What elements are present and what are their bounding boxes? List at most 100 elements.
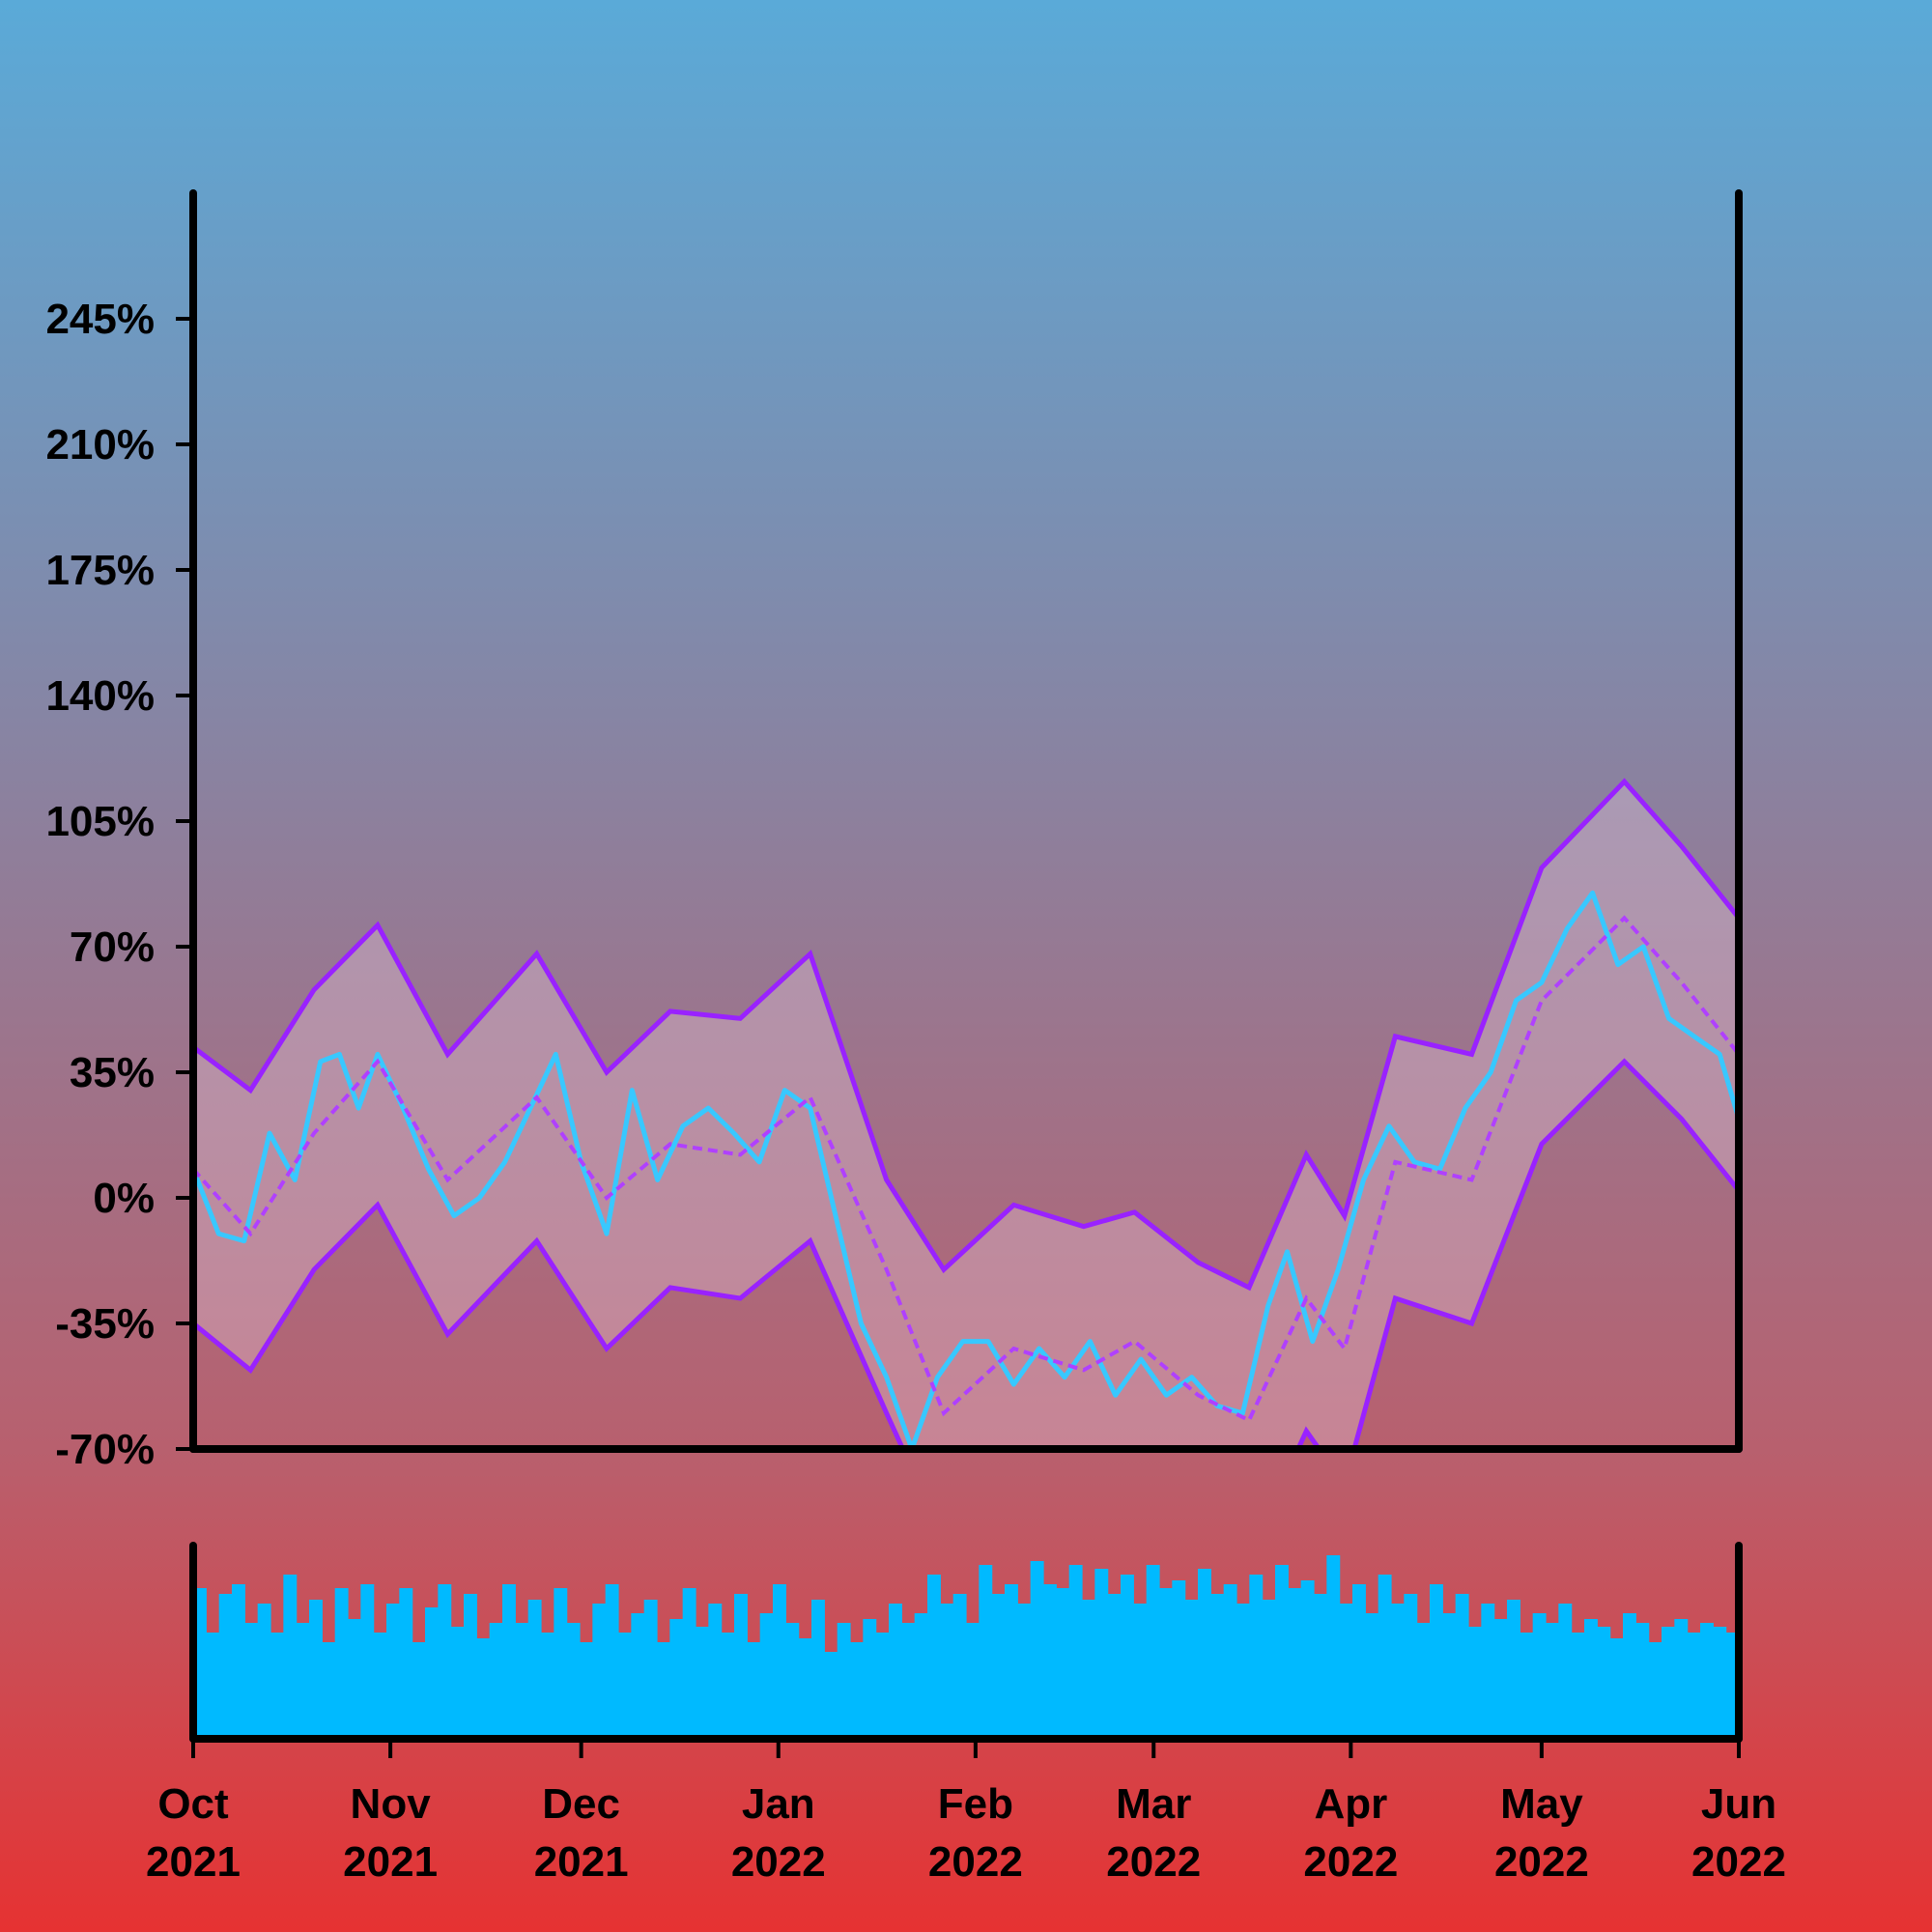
- volume-bar: [425, 1607, 439, 1739]
- y-tick-label: 175%: [45, 547, 155, 594]
- volume-bar: [1198, 1569, 1211, 1739]
- y-tick-label: 0%: [93, 1175, 155, 1222]
- volume-bar: [1674, 1619, 1689, 1739]
- volume-bar: [991, 1594, 1006, 1739]
- volume-bar: [747, 1642, 761, 1739]
- volume-bar: [1107, 1594, 1122, 1739]
- volume-bar: [1404, 1594, 1418, 1739]
- volume-bar: [1005, 1584, 1018, 1739]
- volume-bar: [1223, 1584, 1237, 1739]
- volume-bar: [1442, 1613, 1457, 1739]
- x-tick-label-year: 2022: [928, 1838, 1023, 1886]
- x-tick-label-month: Apr: [1314, 1780, 1387, 1828]
- x-tick-label-month: Nov: [351, 1780, 432, 1828]
- volume-bar: [1056, 1588, 1070, 1739]
- volume-bar: [682, 1588, 696, 1739]
- volume-bar: [1571, 1633, 1585, 1739]
- volume-bar: [309, 1600, 323, 1739]
- volume-bar: [1597, 1627, 1611, 1739]
- x-tick-label-month: May: [1500, 1780, 1583, 1828]
- volume-bar: [837, 1623, 851, 1739]
- volume-bar: [1520, 1633, 1534, 1739]
- volume-bar: [1017, 1604, 1032, 1739]
- x-tick-label-year: 2022: [731, 1838, 826, 1886]
- volume-bar: [1365, 1613, 1379, 1739]
- volume-bar: [283, 1575, 298, 1739]
- volume-bar: [257, 1604, 271, 1739]
- volume-bar: [541, 1633, 554, 1739]
- y-tick-label: 140%: [45, 672, 155, 720]
- volume-bar: [566, 1623, 581, 1739]
- volume-bar: [966, 1623, 980, 1739]
- volume-bar: [759, 1613, 774, 1739]
- volume-bar: [785, 1623, 800, 1739]
- y-tick-label: 35%: [70, 1049, 155, 1096]
- x-tick-label-year: 2021: [146, 1838, 241, 1886]
- volume-bar: [1262, 1600, 1276, 1739]
- x-tick-label-month: Oct: [157, 1780, 229, 1828]
- volume-bar: [206, 1633, 220, 1739]
- volume-bar: [1275, 1565, 1289, 1739]
- volume-bar: [1609, 1638, 1624, 1739]
- volume-bar: [979, 1565, 993, 1739]
- x-tick-label-month: Jun: [1701, 1780, 1776, 1828]
- volume-bar: [1391, 1604, 1405, 1739]
- volume-bar: [863, 1619, 877, 1739]
- volume-bar: [657, 1642, 670, 1739]
- volume-bar: [1546, 1623, 1559, 1739]
- volume-bar: [618, 1633, 632, 1739]
- volume-bar: [348, 1619, 361, 1739]
- volume-bar: [489, 1623, 503, 1739]
- volume-bar: [1700, 1623, 1714, 1739]
- x-axis: Oct 2021 Nov 2021 Dec 2021 Jan 2022 Feb 2022 Mar 20…: [146, 1739, 1786, 1886]
- volume-bar: [1558, 1604, 1573, 1739]
- volume-bar: [322, 1642, 336, 1739]
- volume-bar: [1352, 1584, 1366, 1739]
- volume-bar: [1314, 1594, 1327, 1739]
- volume-bar: [1146, 1565, 1160, 1739]
- volume-bar: [1468, 1627, 1482, 1739]
- volume-bar: [580, 1642, 593, 1739]
- volume-bar: [1430, 1584, 1443, 1739]
- volume-bar: [1159, 1588, 1173, 1739]
- x-tick-label-year: 2022: [1691, 1838, 1786, 1886]
- volume-bar: [927, 1575, 941, 1739]
- volume-bar: [1300, 1580, 1315, 1739]
- volume-bar: [1635, 1623, 1650, 1739]
- volume-bar: [1662, 1627, 1675, 1739]
- volume-bar: [1493, 1619, 1508, 1739]
- y-tick-label: -70%: [55, 1426, 155, 1473]
- volume-bar: [399, 1588, 413, 1739]
- volume-bar: [412, 1642, 426, 1739]
- volume-bar: [1249, 1575, 1264, 1739]
- volume-bar: [850, 1642, 864, 1739]
- volume-bar: [605, 1584, 619, 1739]
- volume-bar: [527, 1600, 542, 1739]
- y-tick-label: -35%: [55, 1300, 155, 1348]
- volume-bar: [334, 1588, 349, 1739]
- volume-bar: [1288, 1588, 1302, 1739]
- volume-bar: [438, 1584, 452, 1739]
- volume-bar: [1648, 1642, 1662, 1739]
- volume-bar: [1043, 1584, 1057, 1739]
- volume-bar: [1584, 1619, 1598, 1739]
- moving-average-line: [193, 915, 1739, 1423]
- volume-bar: [1172, 1580, 1186, 1739]
- volume-bar: [643, 1600, 658, 1739]
- volume-bar: [824, 1652, 838, 1739]
- volume-bar: [464, 1594, 477, 1739]
- volume-bar: [1623, 1613, 1636, 1739]
- x-tick-label-month: Dec: [542, 1780, 620, 1828]
- volume-bar: [1210, 1594, 1225, 1739]
- volume-bar: [515, 1623, 529, 1739]
- volume-panel: [189, 1542, 1743, 1743]
- volume-bar: [386, 1604, 400, 1739]
- x-tick-label-month: Feb: [938, 1780, 1013, 1828]
- volume-bar: [721, 1633, 735, 1739]
- volume-bar: [1339, 1604, 1353, 1739]
- x-tick-label-year: 2022: [1106, 1838, 1201, 1886]
- y-tick-label: 245%: [45, 296, 155, 343]
- x-tick-label-year: 2021: [534, 1838, 629, 1886]
- upper-band-line: [193, 778, 1739, 1292]
- x-tick-label-year: 2022: [1303, 1838, 1398, 1886]
